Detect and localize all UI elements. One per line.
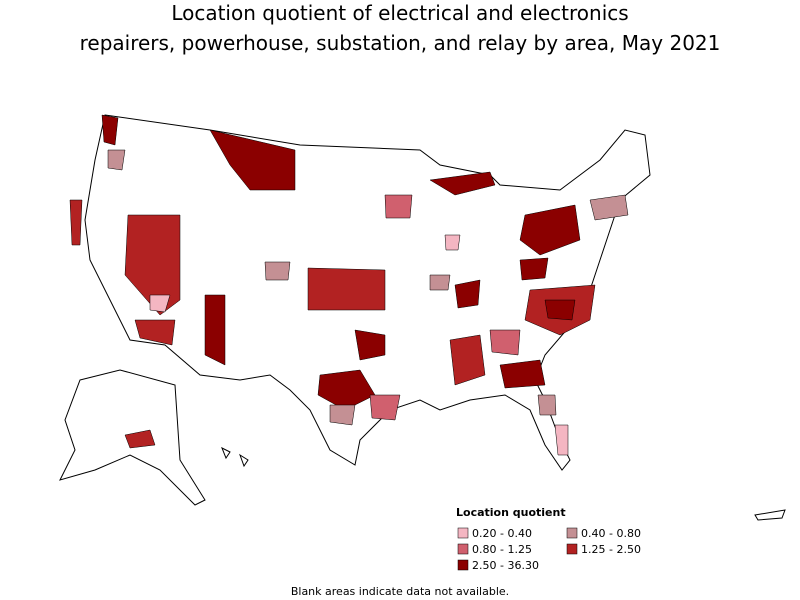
legend-label: 1.25 - 2.50 (581, 543, 641, 556)
area-region (429, 274, 451, 291)
area-region (369, 394, 401, 421)
title-line: Location quotient of electrical and elec… (171, 1, 628, 25)
area-region (449, 334, 486, 386)
area-region (149, 294, 171, 313)
area-region (454, 279, 481, 309)
legend-label: 0.40 - 0.80 (581, 527, 641, 540)
legend-swatch (457, 543, 469, 555)
area-region (499, 359, 546, 389)
area-region (519, 257, 549, 281)
legend-swatch (566, 527, 578, 539)
area-region (554, 424, 569, 456)
area-region (124, 429, 156, 449)
area-region (519, 204, 581, 256)
legend-label: 0.80 - 1.25 (472, 543, 532, 556)
legend-swatch (457, 559, 469, 571)
area-region (107, 149, 126, 171)
area-region (444, 234, 461, 251)
area-region (489, 329, 521, 356)
area-region (101, 114, 119, 146)
area-region (307, 267, 386, 311)
legend-swatch (566, 543, 578, 555)
area-region (429, 171, 496, 196)
area-region (204, 294, 226, 366)
legend-label: 2.50 - 36.30 (472, 559, 539, 572)
legend-title: Location quotient (456, 506, 566, 519)
area-region (124, 214, 181, 316)
area-region (329, 404, 356, 426)
footnote: Blank areas indicate data not available. (291, 585, 509, 598)
area-region (69, 199, 83, 246)
title-line: repairers, powerhouse, substation, and r… (80, 31, 721, 55)
us-map (59, 114, 786, 521)
area-region (317, 369, 376, 411)
hawaii (239, 453, 249, 468)
area-region (264, 261, 291, 281)
area-region (134, 319, 176, 346)
area-region (589, 194, 629, 221)
legend: Location quotient 0.20 - 0.40 0.40 - 0.80… (456, 506, 641, 572)
area-region (384, 194, 413, 219)
legend-label: 0.20 - 0.40 (472, 527, 532, 540)
puerto-rico (754, 509, 786, 521)
legend-swatch (457, 527, 469, 539)
hawaii (221, 446, 231, 460)
area-region (537, 394, 557, 416)
area-region (544, 299, 576, 321)
area-region (354, 329, 386, 361)
area-region (209, 129, 296, 191)
